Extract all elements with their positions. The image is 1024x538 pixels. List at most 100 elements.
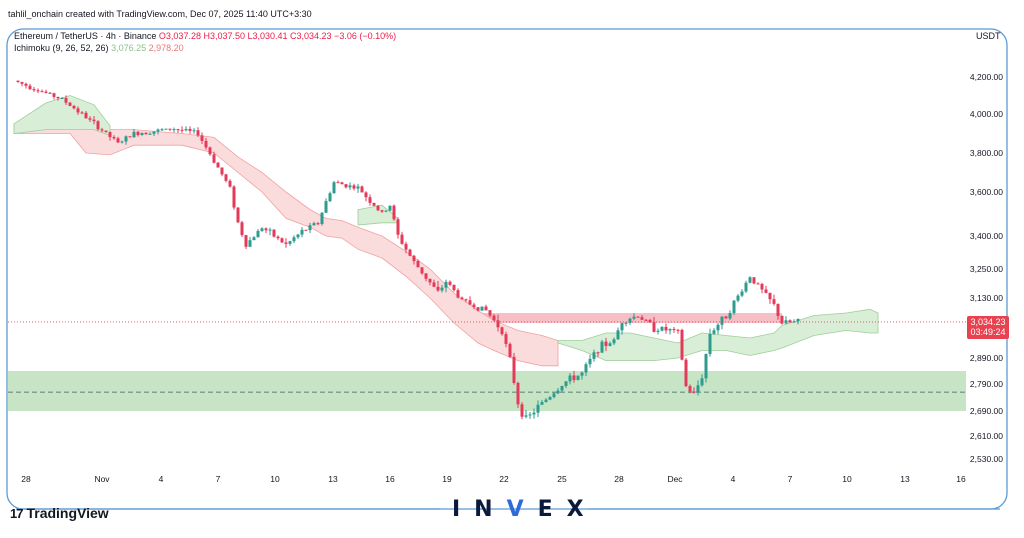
candle-body: [476, 307, 480, 311]
candle-body: [584, 364, 588, 373]
candle-body: [700, 378, 704, 386]
candle-body: [624, 322, 628, 324]
indicator-legend[interactable]: Ichimoku (9, 26, 52, 26) 3,076.25 2,978.…: [14, 43, 184, 53]
cloud-green-0: [13, 95, 111, 136]
candle-body: [400, 234, 404, 244]
candle-body: [524, 415, 528, 417]
tradingview-logo[interactable]: 17 TradingView: [10, 505, 109, 521]
candle-body: [32, 89, 36, 91]
y-axis[interactable]: 4,200.00 4,000.00 3,800.00 3,600.00 3,400.00…: [970, 72, 1003, 464]
candle-body: [496, 320, 500, 328]
y-tick-label: 3,800.00: [970, 148, 1003, 158]
candle-body: [364, 192, 368, 198]
candle-body: [132, 131, 136, 138]
x-tick-label: 19: [442, 474, 452, 484]
candle-body: [440, 287, 444, 291]
candle-body: [352, 185, 356, 189]
candle-body: [788, 320, 792, 323]
candle-body: [88, 118, 92, 120]
candle-body: [240, 222, 244, 236]
indicator-name[interactable]: Ichimoku (9, 26, 52, 26): [14, 43, 109, 53]
x-tick-label: 10: [270, 474, 280, 484]
candle-body: [404, 243, 408, 250]
invex-logo: INVEX: [452, 497, 598, 522]
currency-label[interactable]: USDT: [976, 31, 1001, 41]
x-axis[interactable]: 28 Nov 4 7 10 13 16 19 22 25 28 Dec 4 7 10 13 16: [21, 474, 966, 484]
y-tick-label: 3,250.00: [970, 264, 1003, 274]
candle-body: [144, 132, 148, 135]
y-tick-label: 2,690.00: [970, 406, 1003, 416]
candle-body: [212, 154, 216, 163]
candle-body: [120, 141, 124, 143]
candle-body: [672, 328, 676, 330]
x-tick-label: 13: [900, 474, 910, 484]
candle-body: [596, 352, 600, 354]
candle-body: [108, 131, 112, 138]
x-tick-label: 4: [731, 474, 736, 484]
candle-body: [504, 334, 508, 344]
candle-body: [756, 283, 760, 285]
candle-body: [152, 131, 156, 134]
candle-body: [368, 197, 372, 203]
candle-body: [720, 316, 724, 325]
candle-body: [220, 167, 224, 175]
candle-body: [112, 137, 116, 139]
candle-body: [660, 326, 664, 331]
candle-body: [384, 210, 388, 212]
candle-body: [184, 128, 188, 131]
candle-body: [84, 112, 88, 119]
candle-body: [428, 278, 432, 283]
candle-body: [728, 313, 732, 319]
candle-body: [244, 235, 248, 247]
candle-body: [680, 329, 684, 360]
candle-body: [568, 375, 572, 382]
x-tick-label: 16: [385, 474, 395, 484]
candle-body: [628, 318, 632, 323]
candle-body: [348, 185, 352, 188]
candle-body: [140, 132, 144, 136]
candle-body: [272, 229, 276, 237]
candle-body: [588, 358, 592, 365]
candle-body: [376, 205, 380, 211]
candle-body: [248, 240, 252, 247]
candle-body: [572, 375, 576, 381]
candle-body: [452, 284, 456, 291]
candle-body: [236, 207, 240, 223]
candle-body: [264, 228, 268, 231]
candle-body: [732, 300, 736, 314]
invex-prefix: IN: [452, 497, 507, 522]
symbol-legend[interactable]: Ethereum / TetherUS · 4h · Binance O3,03…: [14, 31, 396, 41]
candle-body: [224, 174, 228, 181]
candle-body: [116, 138, 120, 143]
candle-body: [692, 391, 696, 393]
candle-body: [708, 333, 712, 354]
candle-body: [576, 375, 580, 381]
candle-body: [456, 290, 460, 298]
candle-body: [196, 130, 200, 136]
candle-body: [160, 129, 164, 131]
candle-body: [600, 341, 604, 353]
candle-body: [640, 317, 644, 320]
y-tick-label: 3,130.00: [970, 293, 1003, 303]
candle-body: [480, 306, 484, 311]
indicator-value-1: 3,076.25: [111, 43, 147, 53]
candle-body: [48, 92, 52, 94]
candle-body: [604, 341, 608, 347]
candle-body: [344, 184, 348, 188]
last-price-tag: 3,034.23 03:49:24: [967, 316, 1009, 339]
candle-body: [508, 343, 512, 357]
candle-body: [336, 182, 340, 184]
x-tick-label: 25: [557, 474, 567, 484]
candle-body: [296, 234, 300, 238]
y-tick-label: 2,890.00: [970, 353, 1003, 363]
candle-body: [460, 297, 464, 300]
candle-body: [712, 330, 716, 334]
symbol-title[interactable]: Ethereum / TetherUS · 4h · Binance: [14, 31, 157, 41]
candle-body: [768, 292, 772, 300]
support-zone: [8, 371, 966, 411]
candle-body: [780, 315, 784, 324]
candle-body: [256, 230, 260, 238]
candle-body: [564, 381, 568, 386]
